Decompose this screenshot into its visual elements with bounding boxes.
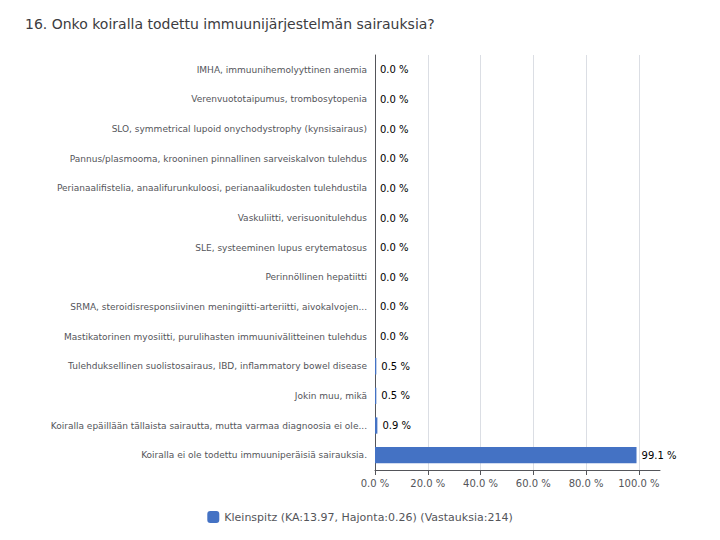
- svg-text:0.9 %: 0.9 %: [382, 420, 411, 431]
- svg-text:0.0 %: 0.0 %: [361, 478, 390, 489]
- svg-text:0.5 %: 0.5 %: [381, 361, 410, 372]
- svg-text:0.0 %: 0.0 %: [380, 301, 409, 312]
- svg-text:40.0 %: 40.0 %: [463, 478, 498, 489]
- svg-text:0.0 %: 0.0 %: [380, 64, 409, 75]
- svg-text:SLO, symmetrical lupoid onycho: SLO, symmetrical lupoid onychodystrophy …: [112, 124, 367, 134]
- svg-text:SLE, systeeminen lupus erytema: SLE, systeeminen lupus erytematosus: [195, 243, 367, 253]
- svg-text:Koiralla ei ole todettu immuun: Koiralla ei ole todettu immuuniperäisiä …: [141, 450, 367, 460]
- svg-text:0.0 %: 0.0 %: [380, 153, 409, 164]
- svg-text:100.0 %: 100.0 %: [618, 478, 659, 489]
- svg-text:0.5 %: 0.5 %: [381, 390, 410, 401]
- svg-text:99.1 %: 99.1 %: [642, 450, 677, 461]
- svg-text:Vaskuliitti, verisuonitulehdus: Vaskuliitti, verisuonitulehdus: [238, 213, 368, 223]
- svg-text:IMHA, immuunihemolyyttinen ane: IMHA, immuunihemolyyttinen anemia: [197, 65, 367, 75]
- svg-text:Mastikatorinen myosiitti, puru: Mastikatorinen myosiitti, purulihasten i…: [64, 332, 367, 342]
- svg-text:80.0 %: 80.0 %: [569, 478, 604, 489]
- svg-text:60.0 %: 60.0 %: [516, 478, 551, 489]
- svg-text:0.0 %: 0.0 %: [380, 183, 409, 194]
- svg-text:Perinnöllinen hepatiitti: Perinnöllinen hepatiitti: [265, 272, 367, 282]
- svg-text:0.0 %: 0.0 %: [380, 94, 409, 105]
- svg-text:SRMA, steroidisresponsiivinen: SRMA, steroidisresponsiivinen meningiitt…: [70, 302, 367, 312]
- svg-text:0.0 %: 0.0 %: [380, 213, 409, 224]
- svg-text:0.0 %: 0.0 %: [380, 272, 409, 283]
- svg-text:16. Onko koiralla todettu immu: 16. Onko koiralla todettu immuunijärjest…: [25, 16, 435, 32]
- svg-text:Kleinspitz (KA:13.97, Hajonta:: Kleinspitz (KA:13.97, Hajonta:0.26) (Vas…: [224, 511, 512, 524]
- svg-text:0.0 %: 0.0 %: [380, 242, 409, 253]
- svg-text:Koiralla epäillään tällaista s: Koiralla epäillään tällaista sairautta, …: [51, 421, 367, 431]
- svg-text:Tulehduksellinen suolistosaira: Tulehduksellinen suolistosairaus, IBD, i…: [67, 361, 367, 371]
- svg-text:0.0 %: 0.0 %: [380, 124, 409, 135]
- svg-text:20.0 %: 20.0 %: [410, 478, 445, 489]
- svg-text:Jokin muu, mikä: Jokin muu, mikä: [294, 391, 367, 401]
- svg-text:0.0 %: 0.0 %: [380, 331, 409, 342]
- svg-text:Pannus/plasmooma, krooninen pi: Pannus/plasmooma, krooninen pinnallinen …: [70, 154, 368, 164]
- svg-text:Verenvuototaipumus, trombosyto: Verenvuototaipumus, trombosytopenia: [191, 94, 367, 104]
- svg-text:Perianaalifistelia, anaalifuru: Perianaalifistelia, anaalifurunkuloosi, …: [57, 183, 367, 193]
